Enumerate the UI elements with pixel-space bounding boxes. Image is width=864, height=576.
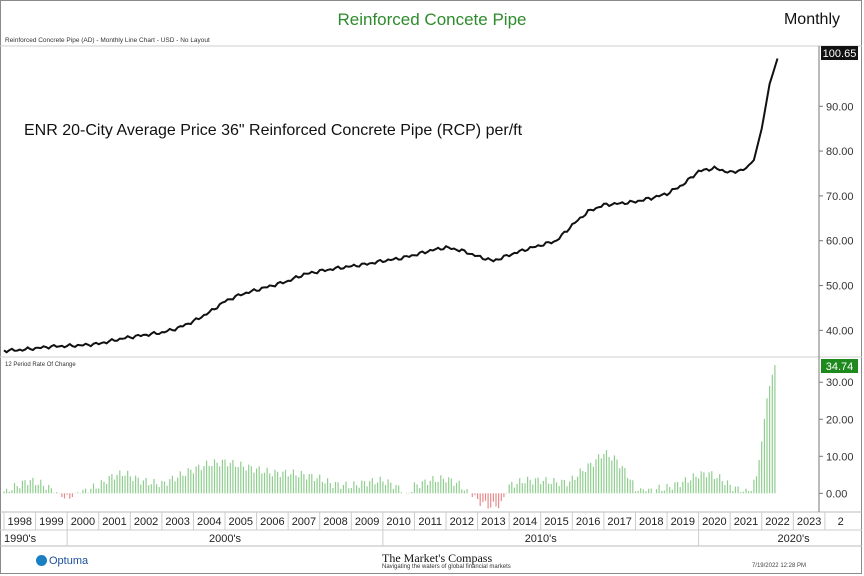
price-y-tick-label: 80.00 (826, 146, 854, 158)
price-tag-label: 100.65 (823, 48, 857, 60)
x-tick-label: 2023 (797, 516, 821, 528)
price-y-tick-label: 90.00 (826, 101, 854, 113)
markets-compass-tagline: Navigating the waters of global financia… (382, 564, 511, 570)
price-last-value-tag: 100.65 (821, 46, 858, 60)
x-tick-label: 2004 (197, 516, 221, 528)
price-and-roc-chart: 40.00 50.00 60.00 70.00 80.00 90.00 0.00 10.00… (0, 45, 862, 547)
x-tick-label: 2008 (323, 516, 347, 528)
timestamp: 7/19/2022 12:28 PM (751, 563, 806, 569)
page-title: Reinforced Concete Pipe (337, 10, 527, 29)
roc-y-tick-label: 30.00 (826, 377, 854, 389)
decade-axis: 1990's 2000's 2010's 2020's (4, 530, 810, 546)
x-tick-label: 2010 (386, 516, 410, 528)
price-y-tick-label: 70.00 (826, 191, 854, 203)
x-tick-label: 2007 (292, 516, 316, 528)
price-series-line (3, 58, 779, 354)
price-y-axis: 40.00 50.00 60.00 70.00 80.00 90.00 (819, 101, 854, 337)
roc-y-tick-label: 10.00 (826, 451, 854, 463)
decade-label: 1990's (4, 533, 37, 545)
x-axis-ticks: 1998 1999 2000 2001 2002 2003 2004 2005 2006 2007… (3, 512, 844, 530)
price-y-tick-label: 50.00 (826, 281, 854, 293)
roc-panel-label: 12 Period Rate Of Change (5, 362, 76, 368)
roc-tag-box (821, 359, 858, 373)
markets-compass-title: The Market's Compass (382, 551, 493, 565)
x-tick-label: 2009 (355, 516, 379, 528)
x-tick-label: 2017 (607, 516, 631, 528)
roc-bars (3, 365, 776, 509)
footer: Optuma The Market's Compass Navigating t… (0, 548, 862, 574)
price-y-tick-label: 60.00 (826, 236, 854, 248)
x-tick-label: 2000 (71, 516, 95, 528)
x-tick-label: 1998 (8, 516, 32, 528)
chart-subtitle: Reinforced Concrete Pipe (AD) - Monthly … (5, 37, 210, 44)
price-y-tick-label: 40.00 (826, 325, 854, 337)
x-tick-label: 2001 (102, 516, 126, 528)
roc-tag-label: 34.74 (826, 361, 854, 373)
optuma-brand-text: Optuma (49, 555, 89, 567)
x-tick-label: 2019 (671, 516, 695, 528)
x-tick-label: 2013 (481, 516, 505, 528)
x-tick-label: 2006 (260, 516, 284, 528)
x-tick-label: 2022 (765, 516, 789, 528)
roc-y-tick-label: 20.00 (826, 414, 854, 426)
x-tick-label: 2014 (513, 516, 537, 528)
x-tick-label: 2005 (229, 516, 253, 528)
optuma-logo-icon (36, 555, 47, 566)
price-tag-box (821, 46, 858, 60)
x-tick-label: 2016 (576, 516, 600, 528)
x-tick-label: 2 (838, 516, 844, 528)
period-label: Monthly (783, 11, 840, 28)
roc-y-axis: 0.00 10.00 20.00 30.00 (819, 377, 854, 500)
roc-last-value-tag: 34.74 (821, 359, 858, 373)
optuma-logo: Optuma (36, 555, 88, 567)
x-tick-label: 2002 (134, 516, 158, 528)
x-tick-label: 1999 (39, 516, 63, 528)
chart-annotation: ENR 20-City Average Price 36" Reinforced… (24, 122, 523, 139)
x-tick-label: 2020 (702, 516, 726, 528)
roc-y-tick-label: 0.00 (826, 488, 847, 500)
x-tick-label: 2011 (418, 516, 442, 528)
decade-label: 2000's (209, 533, 242, 545)
x-tick-label: 2021 (734, 516, 758, 528)
x-tick-label: 2015 (544, 516, 568, 528)
decade-label: 2020's (778, 533, 811, 545)
x-tick-label: 2003 (165, 516, 189, 528)
x-tick-label: 2018 (639, 516, 663, 528)
decade-label: 2010's (525, 533, 558, 545)
x-tick-label: 2012 (450, 516, 474, 528)
